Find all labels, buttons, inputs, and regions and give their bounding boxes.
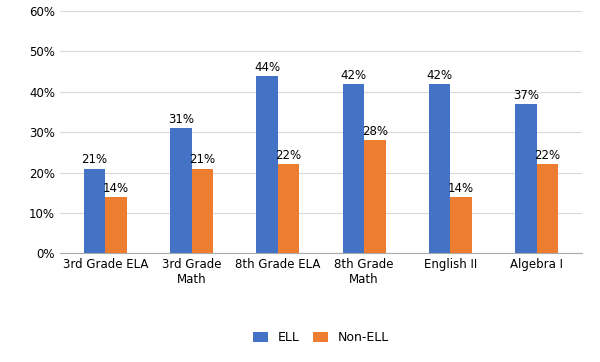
Bar [278, 164, 299, 253]
Text: 28%: 28% [362, 125, 388, 138]
Text: 44%: 44% [254, 60, 280, 73]
Text: 42%: 42% [340, 69, 367, 81]
Bar [170, 128, 191, 253]
Legend: ELL, Non-ELL: ELL, Non-ELL [248, 326, 394, 349]
Text: 14%: 14% [103, 182, 129, 195]
Bar [84, 169, 105, 253]
Text: 31%: 31% [168, 113, 194, 126]
Text: 22%: 22% [535, 150, 560, 163]
Bar [191, 169, 213, 253]
Bar [451, 197, 472, 253]
Bar [364, 140, 386, 253]
Bar [256, 76, 278, 253]
Bar [429, 84, 451, 253]
Text: 21%: 21% [82, 153, 107, 167]
Bar [515, 104, 537, 253]
Text: 37%: 37% [513, 89, 539, 102]
Bar [343, 84, 364, 253]
Text: 21%: 21% [190, 153, 215, 167]
Text: 42%: 42% [427, 69, 452, 81]
Bar [105, 197, 127, 253]
Bar [537, 164, 558, 253]
Text: 14%: 14% [448, 182, 474, 195]
Text: 22%: 22% [275, 150, 302, 163]
